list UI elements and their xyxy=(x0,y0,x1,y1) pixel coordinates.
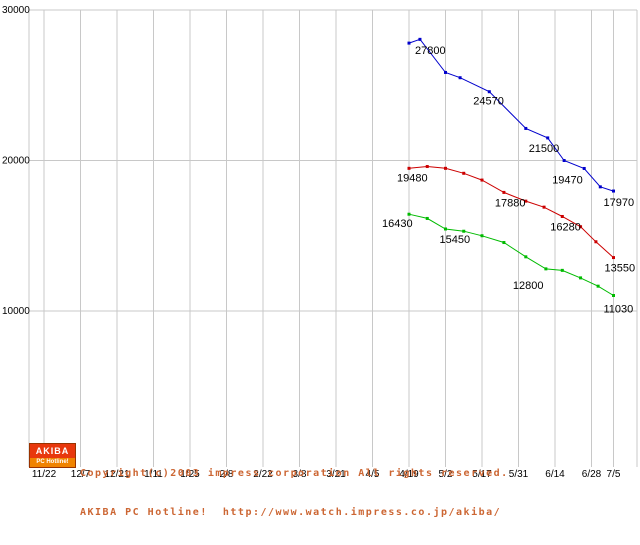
x-axis-tick-label: 3/21 xyxy=(326,469,346,480)
x-axis-tick-label: 5/17 xyxy=(472,469,492,480)
x-axis-tick-label: 12/7 xyxy=(71,469,91,480)
y-axis-tick-label: 10000 xyxy=(2,306,30,317)
price-chart: 30000 20000 10000 11/22 12/7 12/21 1/11 1/25 2/8… xyxy=(2,5,638,480)
red-series-marker xyxy=(462,171,466,175)
blue-series-value-label: 27800 xyxy=(415,45,446,57)
x-axis-tick-label: 7/5 xyxy=(607,469,621,480)
site-url-line: AKIBA PC Hotline! http://www.watch.impre… xyxy=(80,507,502,518)
red-series-marker xyxy=(542,205,546,209)
logo-akiba-text: AKIBA xyxy=(30,444,75,458)
red-series-marker xyxy=(425,165,429,169)
copyright-line: Copyright(c)2003 impress corporation All… xyxy=(80,468,509,479)
red-series-marker xyxy=(524,199,528,203)
red-series-value-label: 17880 xyxy=(495,197,526,209)
x-axis-tick-label: 5/2 xyxy=(439,469,453,480)
green-series-marker xyxy=(444,227,447,231)
blue-series-marker xyxy=(524,126,528,130)
red-series-value-label: 16280 xyxy=(550,221,581,233)
green-series-marker xyxy=(544,267,548,271)
footer: AKIBA PC Hotline! Copyright(c)2003 impre… xyxy=(29,441,509,545)
green-series-marker xyxy=(524,255,528,259)
green-series-marker xyxy=(502,241,506,245)
green-series-value-label: 16430 xyxy=(382,218,413,230)
red-series-marker xyxy=(560,214,564,218)
red-series-marker xyxy=(594,240,598,244)
green-series-line xyxy=(408,213,614,296)
green-series-marker xyxy=(560,268,564,272)
x-axis-tick-label: 6/14 xyxy=(545,469,565,480)
green-series-value-label: 15450 xyxy=(440,234,471,246)
copyright-block: Copyright(c)2003 impress corporation All… xyxy=(80,441,509,545)
x-axis-tick-label: 12/21 xyxy=(104,469,129,480)
red-series-marker xyxy=(444,166,447,170)
green-series-value-label: 11030 xyxy=(604,303,634,315)
red-series-marker xyxy=(579,225,583,229)
y-axis-tick-label: 20000 xyxy=(2,156,30,167)
blue-series-marker xyxy=(562,159,566,162)
x-axis-tick-label: 2/22 xyxy=(253,469,273,480)
x-axis-tick-label: 4/5 xyxy=(366,469,380,480)
green-series-value-label: 12800 xyxy=(513,280,544,292)
akiba-pc-hotline-logo: AKIBA PC Hotline! xyxy=(29,443,76,468)
x-axis-tick-label: 5/31 xyxy=(509,469,529,480)
red-series-marker xyxy=(612,256,615,260)
logo-pchotline-text: PC Hotline! xyxy=(30,458,75,467)
green-series-marker xyxy=(612,293,615,297)
green-series-marker xyxy=(407,212,411,216)
blue-series-marker xyxy=(546,136,550,140)
x-axis-tick-label: 4/19 xyxy=(399,469,419,480)
blue-series-marker xyxy=(407,41,411,45)
x-axis-tick-label: 6/28 xyxy=(582,469,602,480)
blue-series-value-label: 19470 xyxy=(552,174,583,186)
blue-series-marker xyxy=(598,185,602,189)
blue-series-marker xyxy=(444,70,447,74)
x-axis-tick-label: 3/8 xyxy=(293,469,307,480)
x-axis-tick-label: 1/11 xyxy=(144,469,163,480)
x-axis-tick-label: 2/8 xyxy=(220,469,234,480)
blue-series-marker xyxy=(612,189,615,193)
blue-series-marker xyxy=(418,37,422,41)
red-series-value-label: 19480 xyxy=(397,172,428,184)
blue-series-value-label: 21500 xyxy=(529,143,560,155)
green-series-marker xyxy=(579,276,583,280)
red-series-marker xyxy=(480,178,484,182)
blue-series-value-label: 24570 xyxy=(473,96,504,108)
red-series-marker xyxy=(407,166,411,170)
green-series-marker xyxy=(480,234,484,238)
x-axis-tick-label: 11/22 xyxy=(32,469,57,480)
blue-series-marker xyxy=(582,166,586,170)
x-axis-tick-label: 1/25 xyxy=(180,469,200,480)
blue-series-marker xyxy=(458,76,462,80)
red-series-line xyxy=(408,165,614,258)
green-series-marker xyxy=(462,229,466,233)
green-series-marker xyxy=(425,216,429,220)
y-axis-tick-label: 30000 xyxy=(2,5,30,16)
blue-series-marker xyxy=(487,90,491,94)
red-series-value-label: 13550 xyxy=(605,263,636,275)
blue-series-value-label: 17970 xyxy=(604,197,635,209)
red-series-marker xyxy=(502,190,506,194)
green-series-marker xyxy=(596,284,600,288)
